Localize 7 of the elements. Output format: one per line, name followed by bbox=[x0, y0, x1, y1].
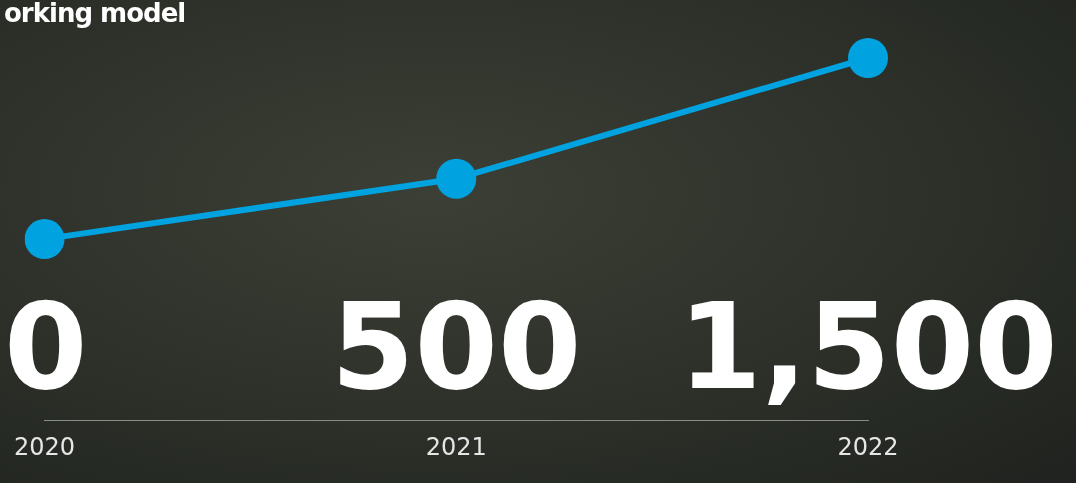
data-label: 1,500 bbox=[678, 277, 1058, 416]
x-tick-label: 2020 bbox=[14, 432, 76, 461]
data-label: 0 bbox=[4, 277, 88, 416]
chart-title: orking model bbox=[4, 0, 186, 28]
data-label: 500 bbox=[331, 277, 582, 416]
x-tick-label: 2021 bbox=[425, 432, 487, 461]
x-tick-label: 2022 bbox=[837, 432, 899, 461]
